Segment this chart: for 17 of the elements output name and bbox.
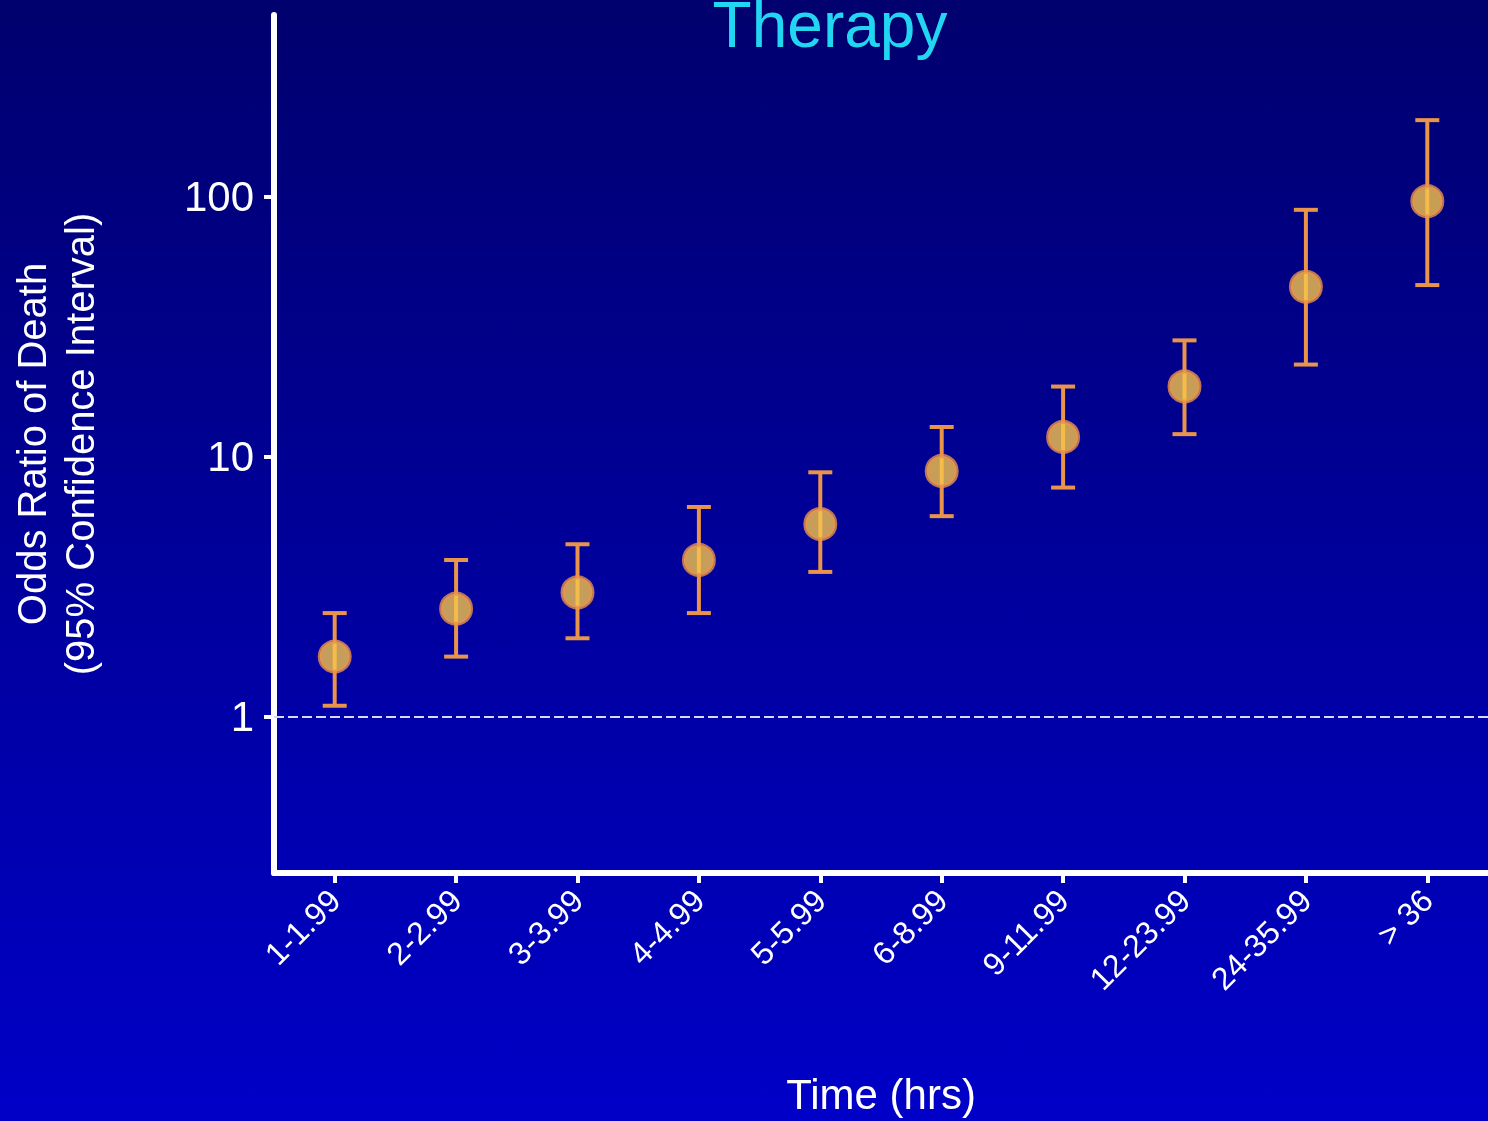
y-tick-label: 100 <box>183 173 254 221</box>
point <box>439 591 474 626</box>
point <box>924 454 959 489</box>
point <box>681 543 716 578</box>
x-tick-label: > 36 <box>1369 882 1441 953</box>
chart-title: Therapy <box>712 0 948 61</box>
point <box>1046 419 1081 454</box>
point <box>317 639 352 674</box>
x-axis-title: Time (hrs) <box>786 1070 976 1118</box>
y-axis-title: Odds Ratio of Death (95% Confidence Interval) <box>10 212 102 676</box>
point <box>560 575 595 610</box>
y-tick-label: 1 <box>230 693 254 741</box>
point <box>1288 269 1323 304</box>
point <box>803 507 838 542</box>
point <box>1410 184 1445 219</box>
y-tick-label: 10 <box>207 433 254 481</box>
point <box>1167 369 1202 404</box>
